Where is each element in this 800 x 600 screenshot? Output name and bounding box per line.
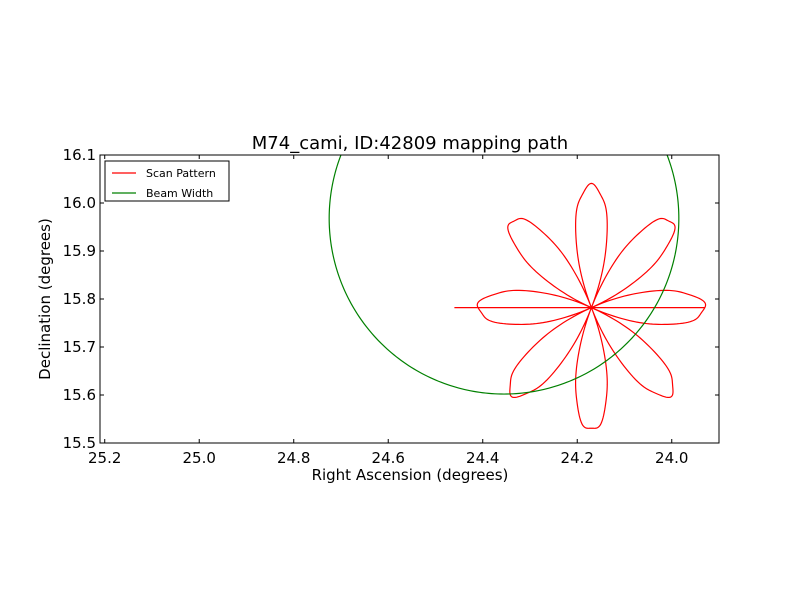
- y-tick-label: 15.6: [63, 386, 96, 404]
- x-tick-label: 24.2: [561, 449, 594, 467]
- y-tick-label: 15.8: [63, 290, 96, 308]
- x-tick-label: 24.4: [466, 449, 499, 467]
- x-tick-label: 24.6: [372, 449, 405, 467]
- legend-box: [104, 160, 230, 202]
- chart-title: M74_cami, ID:42809 mapping path: [252, 133, 568, 154]
- y-tick-label: 16.1: [63, 146, 96, 164]
- x-tick-label: 24.8: [277, 449, 310, 467]
- legend: Scan Pattern Beam Width: [104, 160, 230, 202]
- x-tick-label: 25.2: [88, 449, 121, 467]
- series-layer: [328, 155, 707, 429]
- ticks-layer: 25.2 25.0 24.8 24.6 24.4 24.2 24.0 15.5 15.6 15.7…: [63, 146, 719, 467]
- series-scan-pattern: [454, 182, 707, 429]
- y-tick-label: 15.7: [63, 338, 96, 356]
- y-tick-label: 16.0: [63, 194, 96, 212]
- x-tick-label: 25.0: [183, 449, 216, 467]
- series-beam-width: [328, 155, 680, 395]
- x-tick-label: 24.0: [655, 449, 688, 467]
- x-axis-label: Right Ascension (degrees): [312, 466, 509, 484]
- y-axis-label: Declination (degrees): [36, 218, 54, 380]
- legend-label-scan-pattern: Scan Pattern: [146, 167, 216, 180]
- y-tick-label: 15.9: [63, 242, 96, 260]
- plot-area: 25.2 25.0 24.8 24.6 24.4 24.2 24.0 15.5 15.6 15.7…: [63, 146, 720, 467]
- legend-label-beam-width: Beam Width: [146, 187, 213, 200]
- y-tick-label: 15.5: [63, 434, 96, 452]
